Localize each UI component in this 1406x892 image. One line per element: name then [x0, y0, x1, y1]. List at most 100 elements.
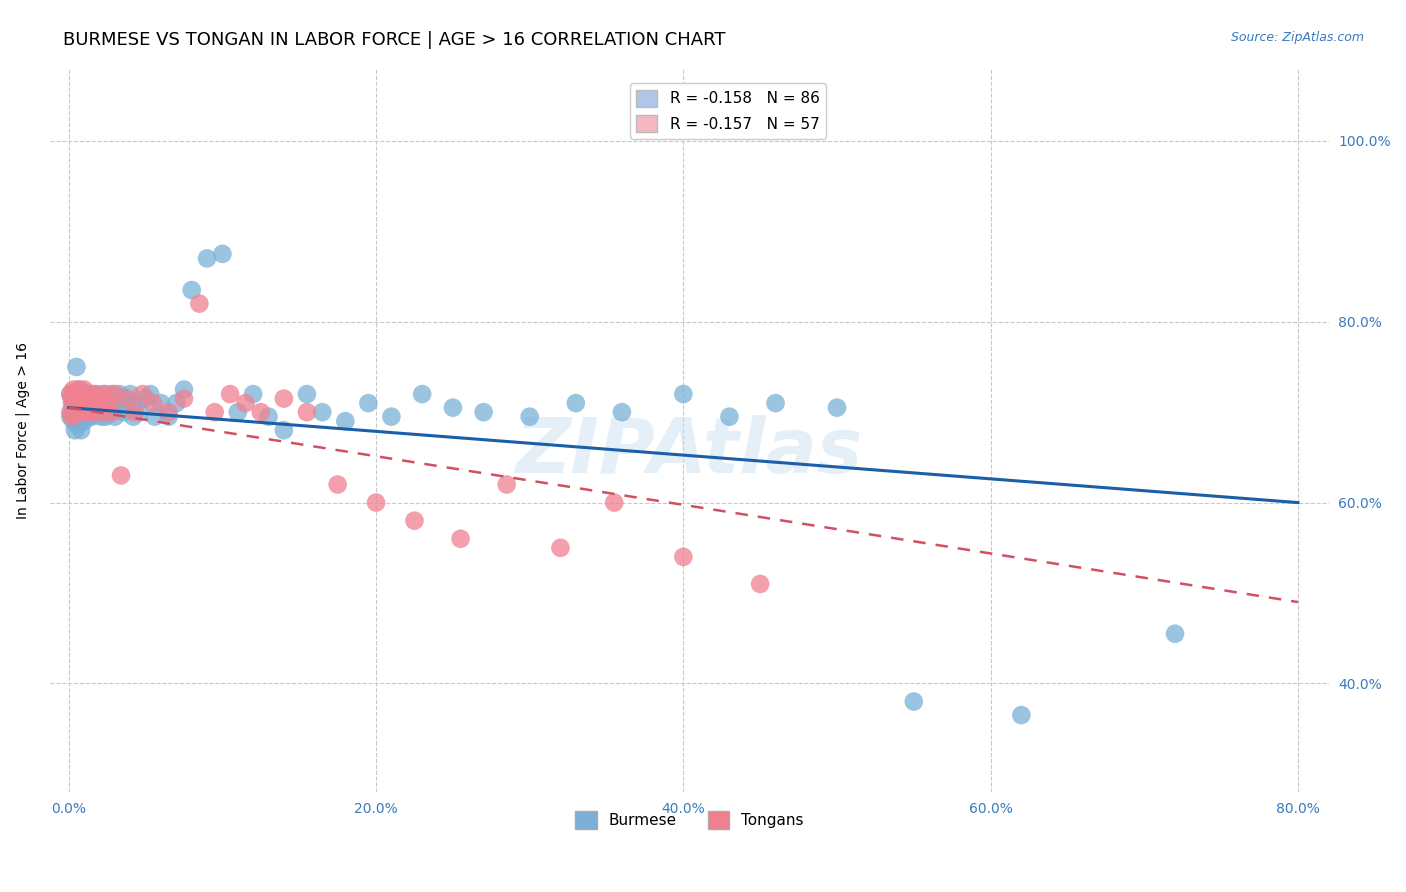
Point [66, 396, 89, 410]
Point [335, 414, 357, 428]
Point [69, 405, 91, 419]
Point [157, 409, 180, 424]
Point [124, 405, 146, 419]
Point [72, 392, 94, 406]
Point [311, 405, 333, 419]
Point [89, 392, 111, 406]
Point [135, 392, 157, 406]
Point [173, 392, 195, 406]
Point [380, 409, 402, 424]
Point [73, 383, 96, 397]
Point [60, 396, 83, 410]
Point [87, 396, 110, 410]
Point [105, 396, 128, 410]
Point [80, 392, 103, 406]
Point [94, 387, 117, 401]
Point [357, 396, 380, 410]
Point [76, 387, 98, 401]
Point [1164, 626, 1187, 640]
Point [250, 405, 273, 419]
Point [72, 405, 94, 419]
Point [97, 392, 120, 406]
Point [63, 401, 86, 415]
Point [60, 392, 83, 406]
Point [149, 396, 172, 410]
Point [79, 405, 101, 419]
Point [180, 283, 202, 297]
Point [63, 392, 86, 406]
Point [139, 387, 162, 401]
Point [69, 383, 91, 397]
Point [1010, 708, 1032, 723]
Point [73, 401, 96, 415]
Point [75, 396, 97, 410]
Point [450, 532, 472, 546]
Point [80, 409, 103, 424]
Point [70, 423, 93, 437]
Point [195, 252, 218, 266]
Point [550, 541, 572, 555]
Point [69, 392, 91, 406]
Point [404, 514, 426, 528]
Point [63, 401, 86, 415]
Point [94, 409, 117, 424]
Point [72, 387, 94, 401]
Text: ZIPAtlas: ZIPAtlas [516, 415, 863, 489]
Point [111, 392, 134, 406]
Point [66, 418, 89, 433]
Point [65, 405, 87, 419]
Point [565, 396, 588, 410]
Point [273, 423, 295, 437]
Point [91, 387, 114, 401]
Point [115, 396, 138, 410]
Point [62, 396, 84, 410]
Point [98, 405, 121, 419]
Point [104, 387, 127, 401]
Point [235, 396, 257, 410]
Point [66, 396, 89, 410]
Point [60, 405, 83, 419]
Point [65, 359, 87, 374]
Point [77, 396, 100, 410]
Point [495, 477, 517, 491]
Point [749, 577, 772, 591]
Point [60, 409, 83, 424]
Point [97, 396, 120, 410]
Point [219, 387, 242, 401]
Point [672, 549, 695, 564]
Point [66, 383, 89, 397]
Point [77, 409, 100, 424]
Point [257, 409, 280, 424]
Legend: Burmese, Tongans: Burmese, Tongans [569, 805, 810, 835]
Point [89, 392, 111, 406]
Point [76, 392, 98, 406]
Point [672, 387, 695, 401]
Point [75, 409, 97, 424]
Point [70, 396, 93, 410]
Point [131, 387, 153, 401]
Point [96, 396, 118, 410]
Point [411, 387, 433, 401]
Point [62, 392, 84, 406]
Point [188, 296, 211, 310]
Point [93, 401, 115, 415]
Point [72, 405, 94, 419]
Point [120, 387, 142, 401]
Point [364, 495, 387, 509]
Point [62, 414, 84, 428]
Point [142, 396, 165, 410]
Point [82, 392, 104, 406]
Point [273, 392, 295, 406]
Point [101, 405, 124, 419]
Point [76, 405, 98, 419]
Point [108, 387, 131, 401]
Point [441, 401, 464, 415]
Point [79, 387, 101, 401]
Point [112, 405, 135, 419]
Point [59, 405, 82, 419]
Point [69, 405, 91, 419]
Point [128, 405, 150, 419]
Point [472, 405, 495, 419]
Point [122, 409, 145, 424]
Point [295, 405, 318, 419]
